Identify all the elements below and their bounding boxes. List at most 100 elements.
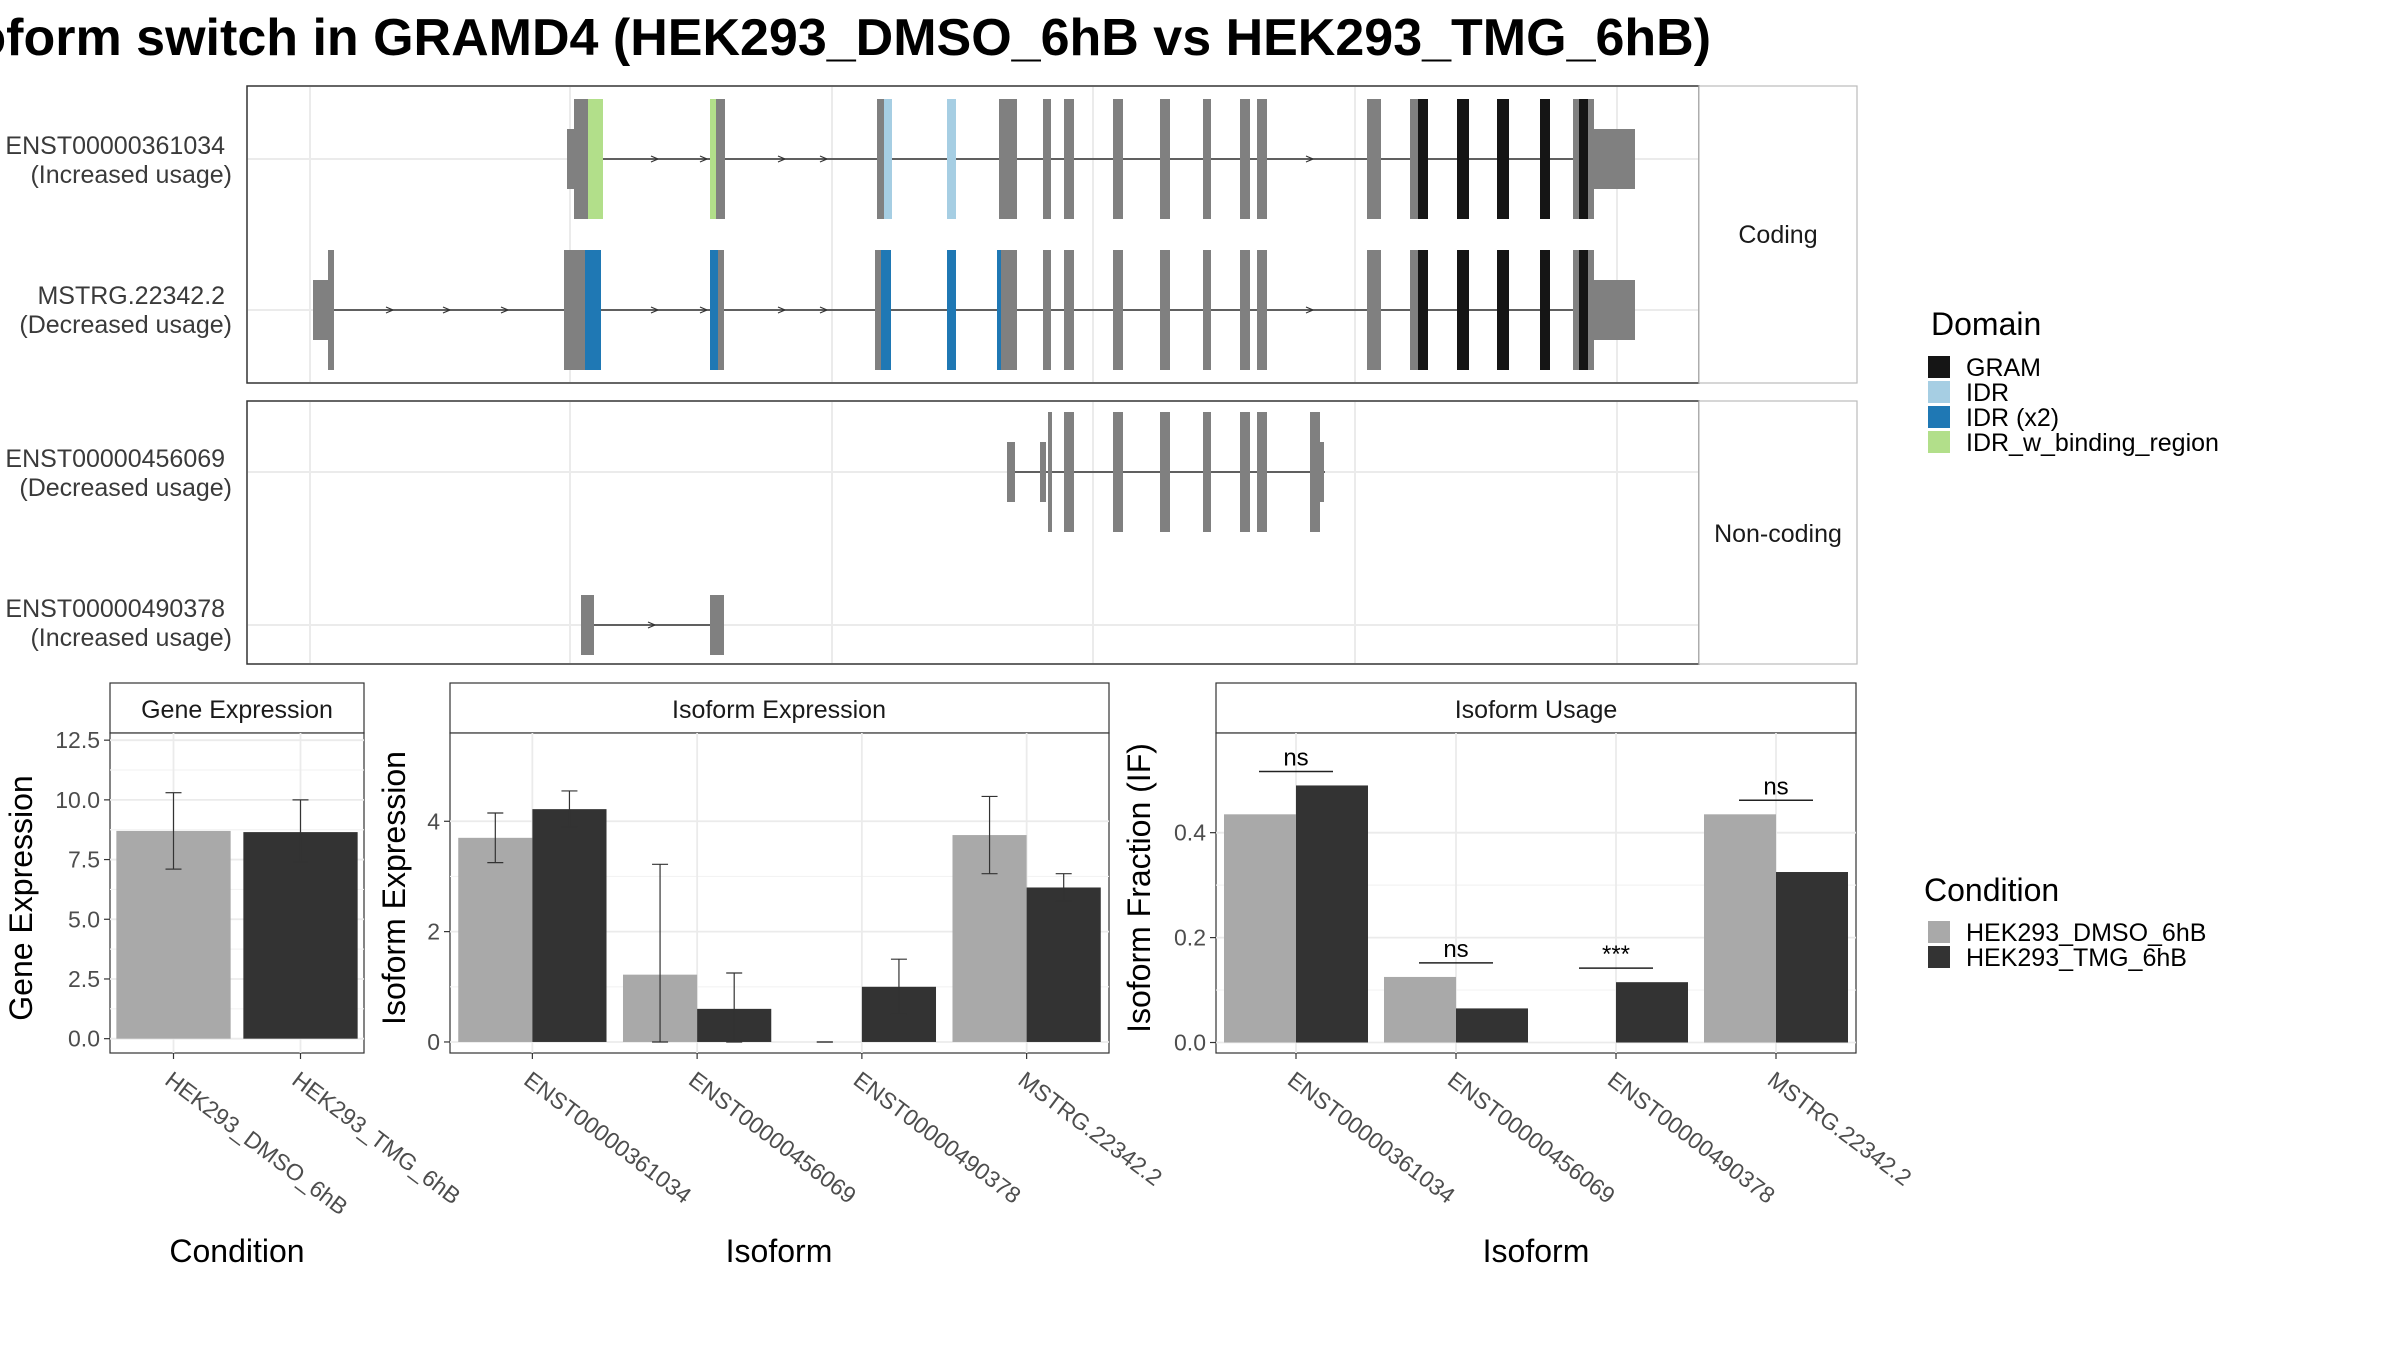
strand-arrow [1305, 306, 1315, 314]
strand-arrow [699, 155, 709, 163]
transcript-structure-panels: Coding Non-coding ENST00000361034 (Incre… [5, 85, 1858, 665]
exon [1320, 442, 1324, 502]
gene-expression-strip [109, 682, 365, 734]
exon [1257, 250, 1267, 370]
exon [1457, 99, 1469, 219]
x-tick-label: ENST00000456069 [684, 1066, 861, 1208]
exon [1257, 412, 1267, 532]
transcript-usage: (Decreased usage) [19, 474, 232, 502]
y-tick-label: 12.5 [55, 727, 100, 753]
exon [328, 250, 334, 370]
isoform-expression-chart: Isoform Expression 024ENST00000361034ENS… [376, 682, 1167, 1269]
legend-label-idr-x2: IDR (x2) [1966, 404, 2059, 432]
exon [1160, 99, 1170, 219]
transcript-label-4: ENST00000490378 (Increased usage) [5, 595, 232, 652]
exon [1573, 99, 1579, 219]
exon [1203, 412, 1211, 532]
exon [710, 99, 716, 219]
isoform-usage-xlabel: Isoform [1483, 1233, 1590, 1269]
exon [1457, 250, 1469, 370]
transcript-structure-2 [313, 250, 1635, 370]
exon [1064, 412, 1074, 532]
legend-label-gram: GRAM [1966, 354, 2041, 382]
x-tick-label: ENST00000490378 [1603, 1066, 1780, 1208]
y-tick-label: 10.0 [55, 787, 100, 813]
significance-label: *** [1602, 941, 1630, 968]
bar [1776, 872, 1848, 1043]
exon [1203, 99, 1211, 219]
exon [564, 250, 585, 370]
strand-arrow [777, 155, 787, 163]
bar [243, 832, 358, 1039]
exon [1418, 250, 1428, 370]
x-tick-label: ENST00000361034 [1283, 1066, 1460, 1208]
exon [877, 99, 885, 219]
exon [1240, 250, 1250, 370]
exon [1064, 99, 1074, 219]
transcript-id: ENST00000456069 [5, 445, 225, 473]
transcript-id: ENST00000490378 [5, 595, 225, 623]
bar [1384, 976, 1456, 1043]
condition-legend-title: Condition [1924, 872, 2059, 908]
x-tick-label: ENST00000456069 [1443, 1066, 1620, 1208]
transcript-usage: (Increased usage) [30, 624, 232, 652]
x-tick-label: MSTRG.22342.2 [1014, 1066, 1167, 1191]
exon [567, 129, 577, 189]
legend-label-idr: IDR [1966, 379, 2009, 407]
bar [1456, 1008, 1528, 1043]
exon [1594, 129, 1635, 189]
exon [1540, 99, 1550, 219]
exon [1410, 99, 1418, 219]
bar [1296, 785, 1368, 1043]
exon [1240, 99, 1250, 219]
bar [1616, 982, 1688, 1043]
y-tick-label: 0.0 [1174, 1030, 1206, 1056]
isoform-expression-strip-title: Isoform Expression [672, 696, 886, 724]
y-tick-label: 7.5 [68, 847, 100, 873]
exon [1497, 250, 1509, 370]
exon [1540, 250, 1550, 370]
legend-label-idr-binding: IDR_w_binding_region [1966, 429, 2219, 457]
figure-title: Differential isoform switch in GRAMD4 (H… [0, 9, 1711, 67]
exon [710, 250, 718, 370]
transcript-usage: (Decreased usage) [19, 311, 232, 339]
exon [947, 99, 956, 219]
facet-label-coding: Coding [1738, 221, 1817, 249]
legend-key-idr-x2 [1928, 406, 1950, 428]
exon [1040, 442, 1046, 502]
y-tick-label: 2.5 [68, 966, 100, 992]
isoform-usage-chart: Isoform Usage 0.0 0.2 0.4 ENST00000361034 ns… [1121, 682, 1916, 1269]
isoform-expression-ylabel: Isoform Expression [376, 751, 412, 1025]
isoform-usage-strip [1215, 682, 1857, 734]
exon [313, 280, 328, 340]
strand-arrow [385, 306, 395, 314]
exon [1043, 250, 1051, 370]
exon [1367, 250, 1381, 370]
transcript-label-1: ENST00000361034 (Increased usage) [5, 132, 232, 189]
exon [1497, 99, 1509, 219]
exon [1410, 250, 1418, 370]
strand-arrow [819, 306, 829, 314]
strand-arrow [650, 306, 660, 314]
transcript-label-3: ENST00000456069 (Decreased usage) [5, 445, 232, 502]
legend-key-idr-binding [1928, 431, 1950, 453]
domain-legend-title: Domain [1931, 306, 2041, 342]
strand-arrow [650, 155, 660, 163]
exon [1113, 99, 1123, 219]
bar [1026, 887, 1101, 1042]
y-tick-label: 0.4 [1174, 820, 1206, 846]
strand-arrow [647, 621, 657, 629]
bar [1704, 814, 1776, 1043]
transcript-label-2: MSTRG.22342.2 (Decreased usage) [19, 282, 232, 339]
transcript-structure-3 [1007, 412, 1325, 532]
gene-expression-xlabel: Condition [169, 1233, 304, 1269]
exon [716, 99, 725, 219]
exon [710, 595, 724, 655]
y-tick-label: 2 [427, 919, 440, 945]
exon [1064, 250, 1074, 370]
exon [1043, 99, 1051, 219]
legend-key-tmg [1928, 946, 1950, 968]
isoform-usage-ylabel: Isoform Fraction (IF) [1121, 743, 1157, 1033]
domain-legend: Domain GRAM IDR IDR (x2) IDR_w_binding_r… [1928, 306, 2219, 457]
exon [1001, 250, 1017, 370]
